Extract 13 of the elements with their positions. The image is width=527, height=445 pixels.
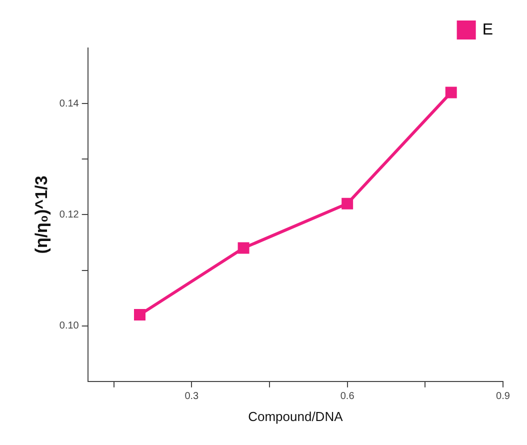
point xyxy=(342,198,354,210)
point xyxy=(445,86,457,98)
y-axis-title: (η/η₀)^1/3 xyxy=(32,176,51,254)
point xyxy=(134,308,146,320)
x-tick-label: 0.9 xyxy=(496,391,510,402)
y-tick-label: 0.10 xyxy=(59,320,80,332)
y-tick-label: 0.12 xyxy=(59,209,80,220)
x-tick-label: 0.3 xyxy=(184,391,200,402)
legend-label: E xyxy=(482,21,493,38)
y-tick-label: 0.14 xyxy=(59,98,80,110)
x-tick-label: 0.6 xyxy=(340,391,355,402)
point xyxy=(238,242,250,254)
x-axis-title: Compound/DNA xyxy=(248,408,344,424)
